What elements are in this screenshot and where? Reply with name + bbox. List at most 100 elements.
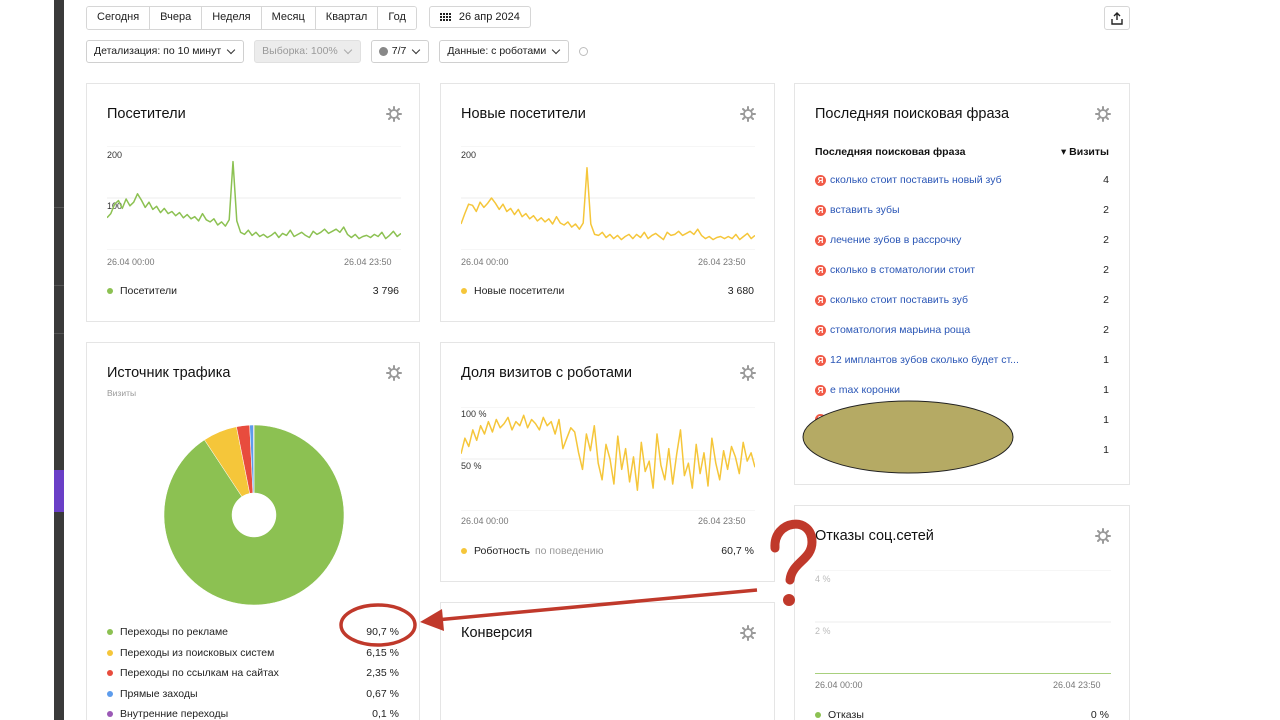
legend-label: Новые посетители	[474, 285, 565, 297]
rail-separator	[54, 207, 64, 208]
period-year-button[interactable]: Год	[378, 7, 416, 29]
phrase-row-link[interactable]: Я	[815, 414, 830, 425]
gear-glyph	[1095, 106, 1111, 122]
period-selector: Сегодня Вчера Неделя Месяц Квартал Год	[86, 6, 417, 30]
data-dropdown[interactable]: Данные: с роботами	[439, 40, 570, 63]
traffic-legend-item[interactable]: Переходы из поисковых систем	[107, 647, 274, 659]
y-tick-label: 4 %	[815, 574, 831, 584]
legend-label: Переходы по рекламе	[120, 626, 229, 638]
legend-label: Переходы из поисковых систем	[120, 646, 275, 659]
date-picker-label: 26 апр 2024	[458, 11, 520, 23]
legend-dot	[107, 670, 113, 676]
phrase-visits: 1	[1103, 354, 1109, 366]
gear-icon[interactable]	[386, 365, 402, 381]
period-today-button[interactable]: Сегодня	[87, 7, 151, 29]
legend-dot	[107, 288, 113, 294]
legend-value: 0,1 %	[372, 708, 399, 720]
gear-glyph	[740, 106, 756, 122]
legend-dot	[107, 711, 113, 717]
traffic-source-widget: Источник трафика Визиты Переходы по рекл…	[86, 342, 420, 720]
legend-value: 2,35 %	[366, 667, 399, 679]
phrase-text: сколько стоит поставить зуб	[830, 294, 969, 306]
chevron-down-icon	[412, 45, 421, 55]
traffic-legend-item[interactable]: Переходы по рекламе	[107, 626, 228, 638]
widget-title: Новые посетители	[461, 106, 586, 122]
segments-dropdown-label: 7/7	[391, 45, 407, 57]
y-tick-label: 100 %	[461, 409, 487, 419]
period-yesterday-button[interactable]: Вчера	[150, 7, 203, 29]
legend-dot	[107, 629, 113, 635]
legend-item[interactable]: Отказы	[815, 709, 864, 720]
x-tick-label: 26.04 23:50	[698, 257, 746, 267]
period-month-button[interactable]: Месяц	[261, 7, 316, 29]
period-week-button[interactable]: Неделя	[202, 7, 262, 29]
column-header-phrase[interactable]: Последняя поисковая фраза	[815, 146, 966, 158]
x-tick-label: 26.04 00:00	[461, 516, 509, 526]
phrase-visits: 4	[1103, 174, 1109, 186]
chevron-down-icon	[226, 45, 236, 55]
legend-label: Роботность	[474, 545, 530, 557]
x-tick-label: 26.04 00:00	[107, 257, 155, 267]
column-header-visits[interactable]: ▾ Визиты	[1060, 146, 1109, 158]
yandex-icon: Я	[815, 264, 826, 276]
legend-item[interactable]: Новые посетители	[461, 285, 564, 297]
filter-bar: Детализация: по 10 минут Выборка: 100% 7…	[86, 40, 589, 63]
series-line	[461, 414, 755, 491]
search-phrase-widget: Последняя поисковая фраза Последняя поис…	[794, 83, 1130, 485]
phrase-visits: 2	[1103, 294, 1109, 306]
yandex-icon: Я	[815, 384, 826, 396]
legend-item[interactable]: Роботность по поведению	[461, 545, 604, 557]
widget-title: Источник трафика	[107, 365, 231, 381]
period-quarter-button[interactable]: Квартал	[315, 7, 379, 29]
phrase-text: лечение зубов в рассрочку	[830, 234, 962, 246]
x-tick-label: 26.04 23:50	[1053, 680, 1101, 690]
phrase-text: стоматология марьина роща	[830, 324, 971, 336]
chevron-down-icon	[343, 45, 353, 55]
date-picker-button[interactable]: 26 апр 2024	[428, 6, 531, 28]
gear-icon[interactable]	[740, 625, 756, 641]
gear-icon[interactable]	[740, 365, 756, 381]
phrase-text: 12 имплантов зубов сколько будет ст...	[830, 354, 1019, 366]
traffic-donut-chart	[163, 424, 345, 606]
phrase-row-link[interactable]: Я 12 имплантов зубов сколько будет ст...	[815, 354, 1019, 366]
legend-label: Переходы по ссылкам на сайтах	[120, 667, 279, 679]
rail-active-marker[interactable]	[54, 470, 64, 512]
detail-dropdown[interactable]: Детализация: по 10 минут	[86, 40, 245, 63]
gear-icon[interactable]	[1095, 528, 1111, 544]
info-icon[interactable]	[579, 47, 589, 56]
x-tick-label: 26.04 00:00	[461, 257, 509, 267]
traffic-legend-item[interactable]: Внутренние переходы	[107, 708, 228, 720]
legend-label: Посетители	[120, 285, 177, 297]
y-tick-label: 200	[107, 150, 123, 160]
gear-icon[interactable]	[386, 106, 402, 122]
widget-subtitle: Визиты	[107, 388, 137, 398]
phrase-visits: 1	[1103, 414, 1109, 426]
calendar-icon	[439, 12, 451, 22]
yandex-icon: Я	[815, 444, 826, 455]
traffic-legend-item[interactable]: Переходы по ссылкам на сайтах	[107, 667, 279, 679]
visitors-line-chart	[107, 146, 401, 250]
series-line	[461, 167, 755, 241]
segments-dropdown[interactable]: 7/7	[370, 40, 430, 63]
legend-dot	[815, 712, 821, 718]
export-button[interactable]	[1104, 6, 1130, 30]
phrase-text: е max коронки	[830, 384, 900, 396]
yandex-icon: Я	[815, 204, 826, 216]
new-visitors-widget: Новые посетители 200 26.04 00:00 26.04 2…	[440, 83, 775, 322]
donut-slice	[163, 424, 345, 606]
legend-label: Прямые заходы	[120, 687, 198, 700]
gear-icon[interactable]	[1095, 106, 1111, 122]
yandex-icon: Я	[815, 294, 826, 306]
phrase-row-link[interactable]: Я	[815, 444, 830, 455]
gear-icon[interactable]	[740, 106, 756, 122]
legend-item[interactable]: Посетители	[107, 285, 177, 297]
traffic-legend-item[interactable]: Прямые заходы	[107, 688, 198, 700]
x-tick-label: 26.04 23:50	[344, 257, 392, 267]
